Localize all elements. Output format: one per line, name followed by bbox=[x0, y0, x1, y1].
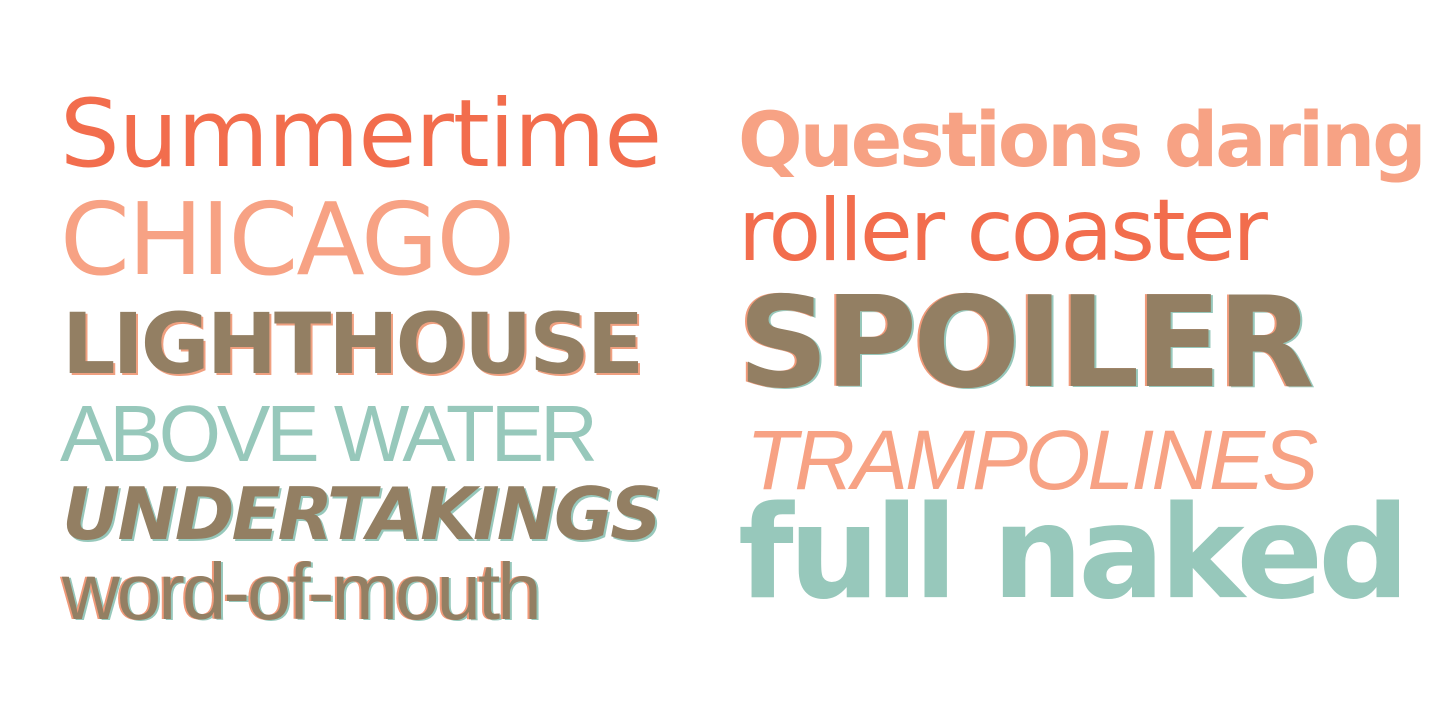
word-lighthouse: LIGHTHOUSE bbox=[62, 295, 644, 393]
word-full-naked: full naked bbox=[738, 479, 1410, 628]
word-summertime: Summertime bbox=[60, 80, 662, 189]
word-questions-daring: Questions daring bbox=[738, 95, 1427, 184]
word-trampolines: TRAMPOLINES bbox=[746, 413, 1318, 507]
word-roller-coaster: roller coaster bbox=[738, 181, 1268, 281]
word-chicago: CHICAGO bbox=[60, 181, 515, 298]
word-undertakings: UNDERTAKINGS bbox=[62, 472, 662, 556]
word-above-water: ABOVE WATER bbox=[60, 389, 598, 478]
word-spoiler: SPOILER bbox=[738, 269, 1314, 416]
word-word-of-mouth: word-of-mouth bbox=[62, 547, 542, 636]
